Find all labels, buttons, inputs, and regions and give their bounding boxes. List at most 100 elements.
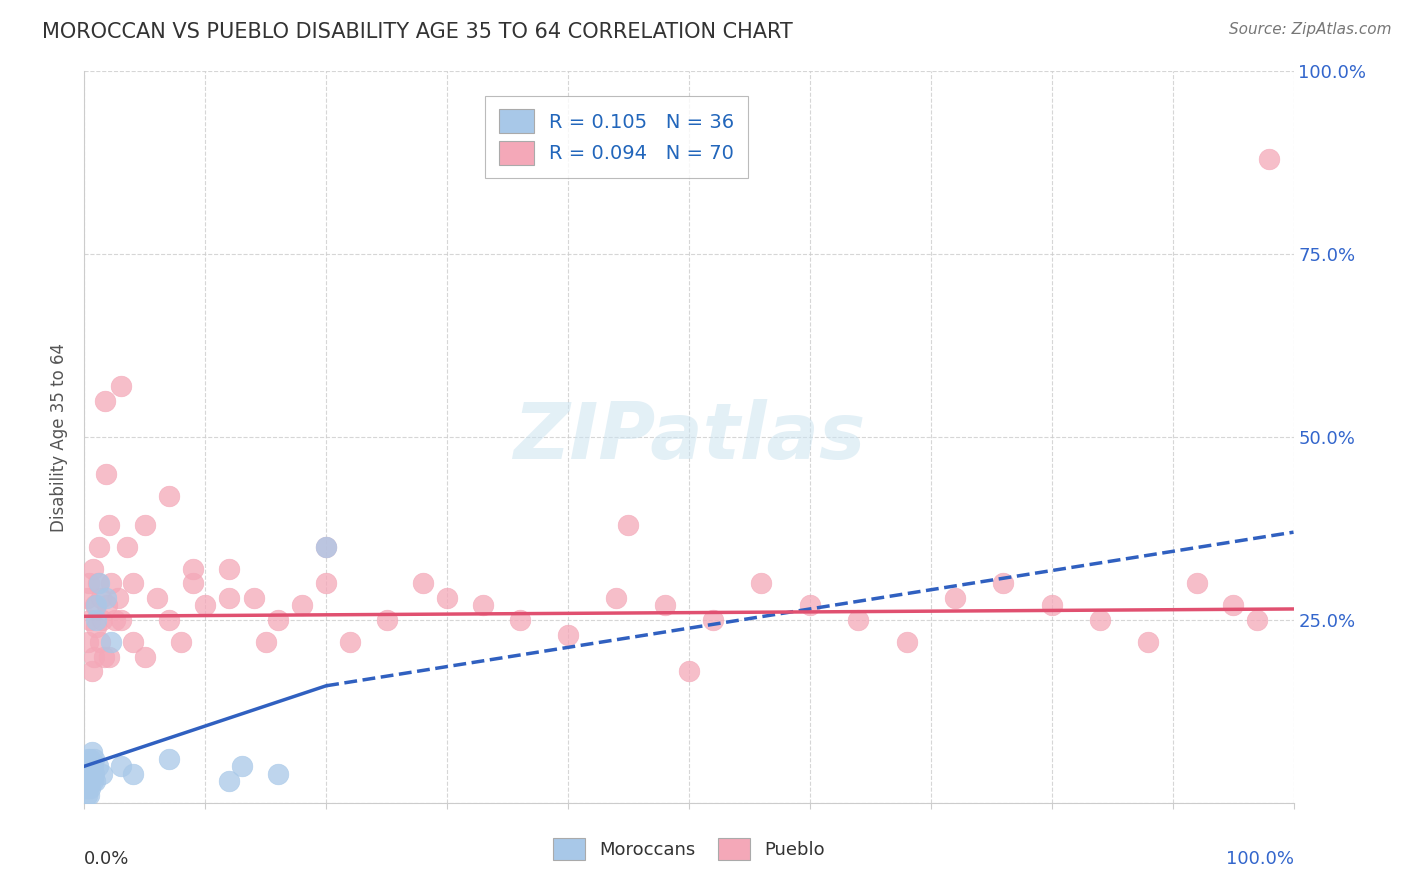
- Point: [77, 576, 100, 591]
- Point: [82, 562, 104, 576]
- Point: [146, 591, 169, 605]
- Point: [79, 781, 101, 796]
- Point: [93, 649, 115, 664]
- Point: [181, 576, 204, 591]
- Point: [751, 576, 773, 591]
- Point: [79, 773, 101, 788]
- Point: [80, 745, 103, 759]
- Point: [509, 613, 531, 627]
- Text: ZIPatlas: ZIPatlas: [513, 399, 865, 475]
- Point: [254, 635, 277, 649]
- Point: [96, 599, 118, 613]
- Point: [121, 766, 143, 780]
- Text: 100.0%: 100.0%: [1226, 850, 1294, 868]
- Point: [89, 635, 111, 649]
- Point: [267, 613, 290, 627]
- Point: [110, 759, 132, 773]
- Text: Source: ZipAtlas.com: Source: ZipAtlas.com: [1229, 22, 1392, 37]
- Point: [134, 517, 156, 532]
- Point: [86, 759, 108, 773]
- Point: [993, 576, 1015, 591]
- Point: [605, 591, 627, 605]
- Point: [91, 766, 114, 780]
- Point: [896, 635, 918, 649]
- Point: [557, 627, 579, 641]
- Point: [86, 613, 108, 627]
- Point: [339, 635, 361, 649]
- Point: [76, 759, 98, 773]
- Point: [87, 540, 110, 554]
- Point: [110, 613, 132, 627]
- Point: [134, 649, 156, 664]
- Point: [76, 766, 98, 780]
- Point: [77, 766, 100, 780]
- Point: [170, 635, 193, 649]
- Point: [100, 635, 122, 649]
- Point: [799, 599, 821, 613]
- Legend: Moroccans, Pueblo: Moroccans, Pueblo: [546, 830, 832, 867]
- Point: [80, 766, 103, 780]
- Point: [80, 664, 103, 678]
- Point: [121, 635, 143, 649]
- Point: [218, 562, 240, 576]
- Point: [1088, 613, 1111, 627]
- Point: [86, 576, 108, 591]
- Point: [375, 613, 398, 627]
- Point: [82, 759, 104, 773]
- Point: [84, 599, 107, 613]
- Point: [86, 599, 108, 613]
- Point: [157, 613, 180, 627]
- Point: [315, 540, 337, 554]
- Point: [100, 576, 122, 591]
- Point: [91, 613, 114, 627]
- Point: [218, 773, 240, 788]
- Point: [157, 752, 180, 766]
- Point: [97, 517, 120, 532]
- Point: [77, 635, 100, 649]
- Point: [77, 759, 100, 773]
- Point: [157, 489, 180, 503]
- Point: [315, 540, 337, 554]
- Point: [75, 781, 97, 796]
- Point: [702, 613, 724, 627]
- Point: [1246, 613, 1268, 627]
- Point: [79, 752, 101, 766]
- Point: [90, 591, 112, 605]
- Point: [94, 591, 117, 605]
- Point: [267, 766, 290, 780]
- Point: [1137, 635, 1160, 649]
- Text: MOROCCAN VS PUEBLO DISABILITY AGE 35 TO 64 CORRELATION CHART: MOROCCAN VS PUEBLO DISABILITY AGE 35 TO …: [42, 22, 793, 42]
- Point: [77, 752, 100, 766]
- Point: [77, 773, 100, 788]
- Point: [94, 393, 117, 408]
- Point: [181, 562, 204, 576]
- Point: [846, 613, 869, 627]
- Point: [412, 576, 434, 591]
- Point: [1040, 599, 1063, 613]
- Point: [291, 599, 314, 613]
- Y-axis label: Disability Age 35 to 64: Disability Age 35 to 64: [51, 343, 69, 532]
- Point: [94, 467, 117, 481]
- Point: [315, 576, 337, 591]
- Point: [1222, 599, 1244, 613]
- Point: [107, 591, 129, 605]
- Point: [104, 613, 127, 627]
- Point: [76, 781, 98, 796]
- Point: [86, 620, 108, 634]
- Point: [79, 613, 101, 627]
- Point: [1185, 576, 1208, 591]
- Point: [242, 591, 264, 605]
- Point: [194, 599, 217, 613]
- Point: [943, 591, 966, 605]
- Point: [77, 781, 100, 796]
- Point: [83, 766, 105, 780]
- Point: [617, 517, 640, 532]
- Point: [84, 773, 107, 788]
- Point: [121, 576, 143, 591]
- Point: [436, 591, 458, 605]
- Point: [115, 540, 138, 554]
- Text: 0.0%: 0.0%: [84, 850, 129, 868]
- Point: [472, 599, 495, 613]
- Point: [231, 759, 253, 773]
- Point: [82, 773, 104, 788]
